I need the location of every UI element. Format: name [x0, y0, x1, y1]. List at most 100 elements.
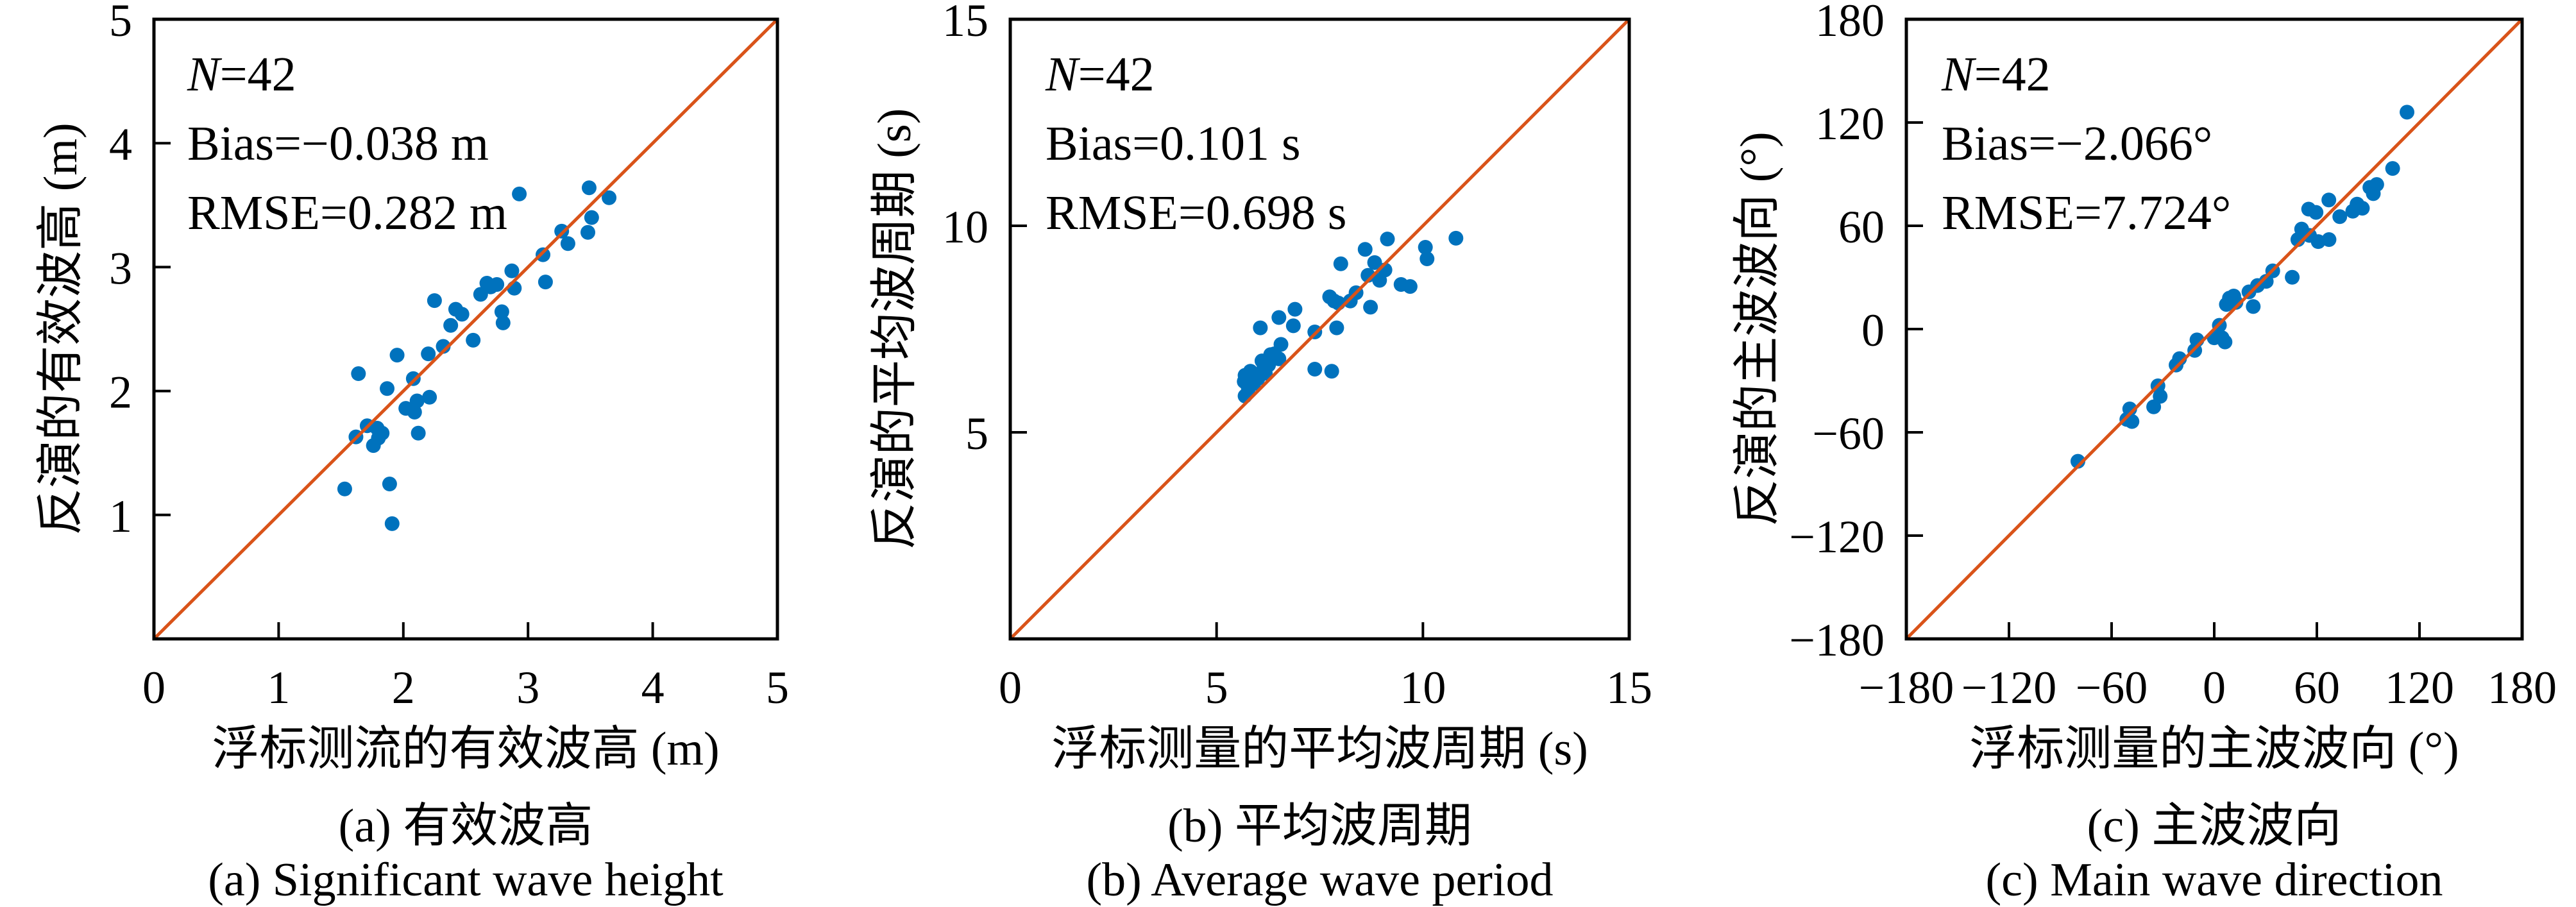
x-tick-label: −120 [1962, 662, 2057, 713]
x-tick-label: −180 [1859, 662, 1954, 713]
scatter-point [384, 516, 400, 531]
scatter-point [337, 481, 352, 496]
x-tick-label: 5 [1205, 662, 1228, 713]
scatter-point [602, 190, 617, 205]
stat-rmse: RMSE=0.698 s [1046, 186, 1347, 240]
scatter-point [411, 425, 426, 441]
stats-annotation-a: N=42 Bias=−0.038 m RMSE=0.282 m [187, 40, 507, 248]
plot-box [1008, 17, 1631, 641]
scatter-point [2309, 205, 2324, 220]
stat-n-symbol: N [1046, 47, 1078, 101]
scatter-point [466, 332, 481, 348]
scatter-point [409, 393, 425, 409]
stats-annotation-b: N=42 Bias=0.101 s RMSE=0.698 s [1046, 40, 1346, 248]
plot-box [152, 17, 779, 641]
scatter-point [2246, 299, 2261, 314]
y-tick-label: 5 [965, 408, 988, 459]
y-tick-label: 2 [109, 367, 132, 418]
scatter-point [1307, 361, 1323, 377]
scatter-point [1367, 255, 1382, 270]
scatter-point [2285, 269, 2300, 285]
scatter-point [1448, 230, 1464, 246]
x-tick-label: 120 [2385, 662, 2454, 713]
scatter-point [2321, 192, 2337, 208]
scatter-point [580, 225, 596, 240]
scatter-point [2228, 294, 2244, 310]
scatter-point [443, 318, 459, 333]
scatter-point [1357, 242, 1373, 257]
scatter-point [454, 307, 470, 322]
scatter-point [2153, 389, 2168, 404]
x-tick-label: 0 [142, 662, 165, 713]
scatter-plot-b: 0 5 10 15 5 10 15 [942, 0, 1652, 713]
stat-n: N=42 [187, 40, 507, 109]
scatter-point [560, 236, 575, 251]
scatter-point [1271, 351, 1287, 366]
y-tick-label: 180 [1815, 0, 1885, 46]
scatter-point [389, 348, 405, 363]
scatter-point [584, 210, 599, 225]
scatter-point [351, 366, 366, 382]
scatter-point [2332, 209, 2348, 225]
scatter-point [536, 247, 551, 262]
scatter-point [2369, 177, 2384, 192]
x-tick-label: 180 [2487, 662, 2557, 713]
scatter-point [1380, 232, 1395, 247]
scatter-point [1324, 364, 1339, 379]
stats-annotation-c: N=42 Bias=−2.066° RMSE=7.724° [1942, 40, 2231, 248]
scatter-point [1402, 279, 1418, 294]
scatter-point [375, 425, 390, 441]
scatter-point [1419, 251, 1435, 267]
y-tick-label: 3 [109, 242, 132, 294]
stat-bias: Bias=−0.038 m [187, 117, 489, 171]
x-tick-label: 0 [2203, 662, 2226, 713]
scatter-point [1287, 301, 1303, 317]
stat-rmse: RMSE=7.724° [1942, 186, 2232, 240]
scatter-point [421, 346, 436, 362]
x-tick-label: 4 [641, 662, 665, 713]
stat-rmse: RMSE=0.282 m [187, 186, 507, 240]
x-axis-label-c: 浮标测量的主波波向 (°) [1969, 723, 2459, 776]
scatter-point [1273, 337, 1289, 352]
y-tick-label: 0 [1861, 305, 1885, 356]
scatter-point [581, 180, 597, 196]
stat-n-symbol: N [1942, 47, 1974, 101]
scatter-point [2217, 334, 2233, 350]
y-tick-label: −60 [1812, 408, 1885, 459]
scatter-point [1253, 320, 1268, 335]
x-tick-label: 10 [1400, 662, 1446, 713]
scatter-point [554, 223, 570, 239]
scatter-point [436, 339, 451, 354]
scatter-point [2321, 232, 2337, 247]
x-tick-label: 0 [999, 662, 1022, 713]
scatter-point [504, 263, 520, 278]
x-tick-label: −60 [2076, 662, 2148, 713]
caption-c-zh: (c) 主波波向 [2087, 800, 2342, 852]
scatter-point [538, 275, 553, 290]
y-tick-label: −180 [1789, 615, 1885, 666]
scatter-point [422, 389, 437, 405]
scatter-plot-a: 0 1 2 3 4 5 1 2 3 4 5 [109, 0, 789, 713]
scatter-point [2385, 161, 2400, 176]
scatter-point [407, 404, 422, 420]
scatter-point [1333, 256, 1348, 271]
caption-a-zh: (a) 有效波高 [338, 800, 593, 852]
scatter-point [495, 315, 511, 330]
scatter-point [1271, 310, 1287, 325]
scatter-point [494, 304, 509, 319]
y-tick-label: 1 [109, 491, 132, 542]
scatter-point [512, 186, 527, 201]
x-tick-label: 2 [392, 662, 415, 713]
scatter-point [2070, 454, 2085, 469]
scatter-point [507, 280, 522, 296]
caption-c-en: (c) Main wave direction [1985, 854, 2443, 906]
caption-b-zh: (b) 平均波周期 [1167, 800, 1472, 852]
one-to-one-line [153, 18, 779, 640]
one-to-one-line [1905, 18, 2523, 640]
scatter-point [405, 371, 421, 386]
x-tick-label: 3 [516, 662, 539, 713]
caption-a-en: (a) Significant wave height [208, 854, 724, 906]
y-tick-label: 15 [942, 0, 988, 46]
y-axis-label-b: 反演的平均波周期 (s) [869, 108, 921, 550]
